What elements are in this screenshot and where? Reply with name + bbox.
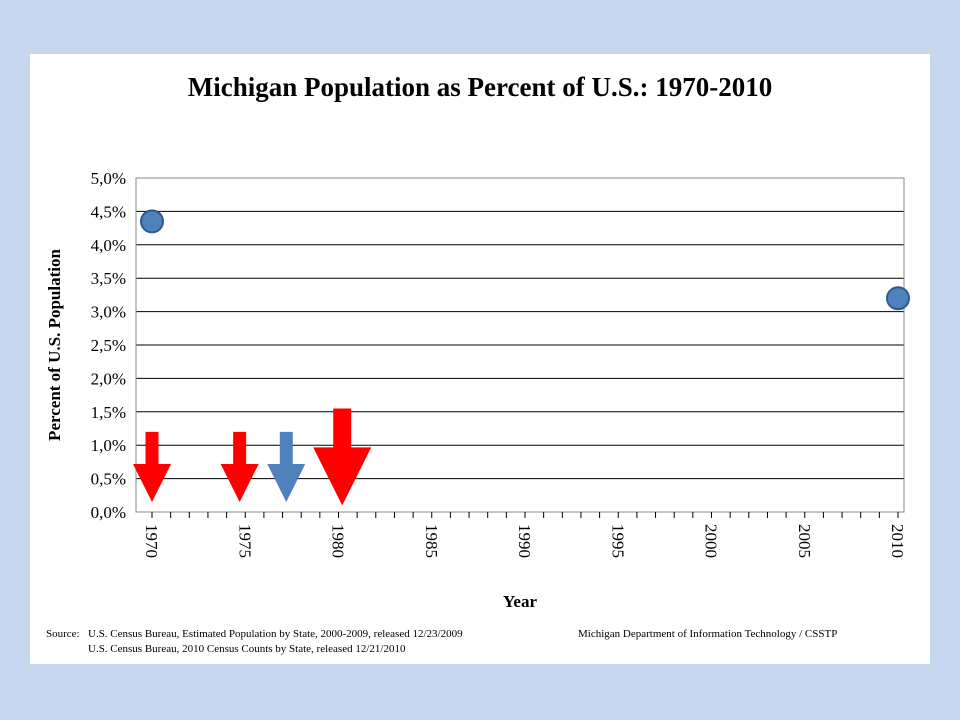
source-line-2: U.S. Census Bureau, 2010 Census Counts b… [88,643,406,655]
down-arrow [133,431,171,502]
x-tick-label: 1970 [142,524,161,558]
slide: Michigan Population as Percent of U.S.: … [30,54,930,664]
source-credit: Michigan Department of Information Techn… [578,628,838,640]
down-arrow [267,431,306,502]
plot-border [135,177,905,513]
chart-title: Michigan Population as Percent of U.S.: … [187,72,773,102]
y-tick-label: 3,0% [91,303,126,322]
y-axis-label: Percent of U.S. Population [45,249,64,441]
grid-lines [135,177,905,513]
y-tick-label: 0,5% [91,470,126,489]
down-arrow [313,408,372,506]
y-tick-label: 1,0% [91,436,126,455]
x-tick-label: 2005 [795,524,814,558]
data-point [886,286,910,311]
x-tick-label: 1980 [329,524,348,558]
y-tick-label: 5,0% [91,169,126,188]
arrow-annotations [133,408,372,506]
y-tick-label: 2,0% [91,369,126,388]
x-axis-label: Year [503,592,537,611]
y-tick-label: 3,5% [91,269,126,288]
source-line-1: U.S. Census Bureau, Estimated Population… [88,628,463,640]
chart-area: 0,0% 0,5% 1,0% 1,5% 2,0% 2,5% 3,0% 3,5% 4,0% 4,5%… [45,169,910,611]
y-tick-label: 2,5% [91,336,126,355]
y-axis-ticks: 0,0% 0,5% 1,0% 1,5% 2,0% 2,5% 3,0% 3,5% 4,0% 4,5%… [91,169,126,522]
y-tick-label: 1,5% [91,403,126,422]
x-tick-label: 2010 [888,524,907,558]
down-arrow [220,431,259,502]
source-label: Source: [46,628,80,640]
x-axis-ticks: 1970 1975 1980 1985 1990 1995 2000 2005 2010 [142,512,907,558]
data-points [140,209,910,311]
x-tick-label: 1990 [515,524,534,558]
x-tick-label: 1985 [422,524,441,558]
data-point [140,209,164,234]
y-tick-label: 0,0% [91,503,126,522]
x-tick-label: 1975 [235,524,254,558]
y-tick-label: 4,0% [91,236,126,255]
x-tick-label: 1995 [608,524,627,558]
x-tick-label: 2000 [702,524,721,558]
y-tick-label: 4,5% [91,202,126,221]
